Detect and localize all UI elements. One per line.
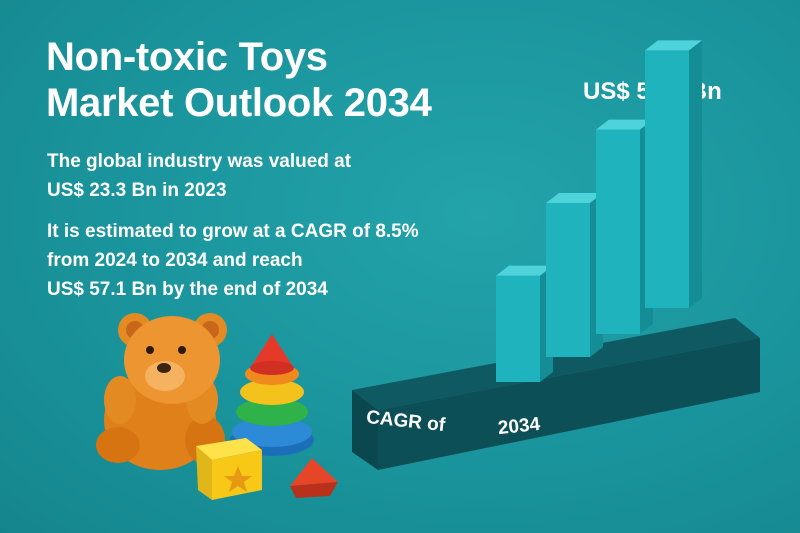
page-title: Non-toxic Toys Market Outlook 2034 [46,34,432,126]
teddy-bear-icon [96,313,227,470]
ring-stacker-icon [230,334,314,456]
bar-2-front [546,203,590,357]
bar-1-top [496,265,553,276]
bar-4-side [689,40,702,309]
triangle-block-icon [290,458,338,498]
title-line-2: Market Outlook 2034 [46,81,432,125]
bar-1-front [496,275,540,382]
bar-2-top [546,193,603,203]
bar-4-top [645,40,702,51]
platform-top [352,318,760,410]
forecast-line-2: from 2024 to 2034 and reach [47,250,303,271]
bar-3-top [596,119,653,130]
valuation-line-2: US$ 23.3 Bn in 2023 [47,180,227,201]
toy-block-icon [196,438,262,500]
bars-group [496,40,702,382]
valuation-text: The global industry was valued at US$ 23… [47,147,351,205]
bar-3-front [596,129,640,334]
valuation-line-1: The global industry was valued at [47,151,352,172]
bar-4-front [645,50,689,309]
platform-face [378,338,760,470]
platform-front [352,390,378,470]
forecast-text: It is estimated to grow at a CAGR of 8.5… [47,217,419,304]
forecast-line-1: It is estimated to grow at a CAGR of 8.5… [47,221,419,242]
forecast-line-3: US$ 57.1 Bn by the end of 2034 [47,279,328,300]
title-line-1: Non-toxic Toys [46,35,328,79]
